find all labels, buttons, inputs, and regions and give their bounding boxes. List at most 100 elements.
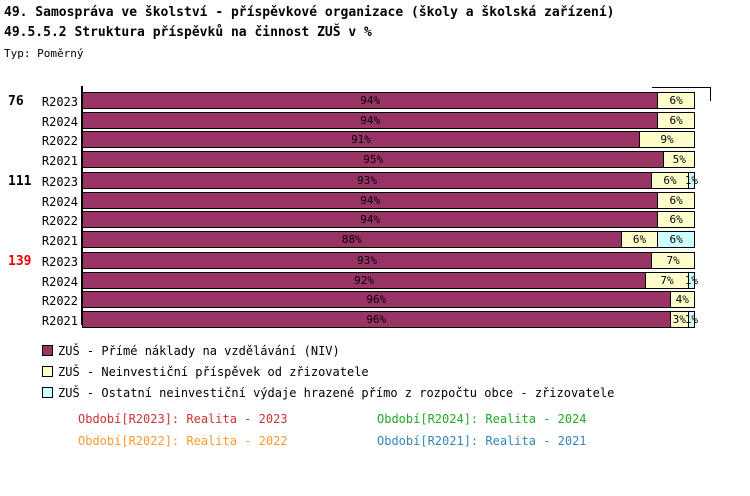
legend-label: ZUŠ - Ostatní neinvestiční výdaje hrazen… <box>58 386 615 400</box>
bar-segment-value: 88% <box>341 233 362 246</box>
bar-segment: 7% <box>645 273 688 288</box>
bar-segment: 92% <box>83 273 646 288</box>
bar-row: 95% 5% <box>82 151 695 168</box>
bar-segment: 5% <box>663 152 694 167</box>
bar-segment: 6% <box>651 173 688 188</box>
bar-row: 93% 6% 1% <box>82 172 698 189</box>
bar-segment-value: 4% <box>675 293 689 306</box>
bar-segment-value: 6% <box>669 213 683 226</box>
bar-segment-value: 92% <box>354 274 374 287</box>
bar-segment-value: 94% <box>360 114 381 127</box>
bar-segment: 7% <box>651 253 694 268</box>
bar-segment: 3% <box>669 312 688 327</box>
bar-segment-value: 7% <box>666 254 680 267</box>
bar-row: 94% 6% <box>82 112 695 129</box>
row-label: R2023 <box>41 175 78 189</box>
row-label: R2023 <box>41 95 78 109</box>
bar-segment: 94% <box>83 93 658 108</box>
group-label: 111 <box>8 174 32 189</box>
bar-segment: 91% <box>83 132 639 147</box>
period-annotation: Období[R2022]: Realita - 2022 <box>78 434 288 448</box>
chart-type-label: Typ: Poměrný <box>4 47 84 60</box>
chart: 76 R2023 94% 6% R2024 94% 6% R2022 91% 9% R2021 95%… <box>8 86 711 328</box>
row-label: R2021 <box>41 154 78 168</box>
group-label: 139 <box>8 254 32 269</box>
legend-swatch-icon <box>42 387 53 398</box>
bar-segment-value: 94% <box>360 194 381 207</box>
bar-segment-value: 91% <box>351 133 371 146</box>
bar-segment-value: 94% <box>360 94 381 107</box>
bar-row: 92% 7% 1% <box>82 272 698 289</box>
bar-row: 96% 3% 1% <box>82 311 698 328</box>
bar-segment: 9% <box>639 132 694 147</box>
bar-segment: 93% <box>83 253 652 268</box>
row-label: R2024 <box>41 115 78 129</box>
bar-segment-value: 6% <box>669 233 683 246</box>
bar-segment-value: 5% <box>672 153 686 166</box>
period-annotation: Období[R2021]: Realita - 2021 <box>377 434 587 448</box>
bar-row: 94% 6% <box>82 192 695 209</box>
bar-segment-value: 1% <box>684 274 699 287</box>
legend-swatch-icon <box>42 366 53 377</box>
bar-segment: 6% <box>657 93 694 108</box>
bar-row: 96% 4% <box>82 291 695 308</box>
legend-label: ZUŠ - Neinvestiční příspěvek od zřizovat… <box>58 365 369 379</box>
bar-segment-value: 6% <box>632 233 647 246</box>
bar-segment-value: 1% <box>684 174 699 187</box>
period-annotation: Období[R2023]: Realita - 2023 <box>78 412 288 426</box>
bar-segment-value: 7% <box>660 274 674 287</box>
row-label: R2022 <box>41 214 78 228</box>
bar-row: 88% 6% 6% <box>82 231 695 248</box>
bar-segment-value: 1% <box>684 313 699 326</box>
bar-segment: 1% <box>685 173 698 188</box>
row-label: R2021 <box>41 234 78 248</box>
row-label: R2022 <box>41 294 78 308</box>
row-label: R2022 <box>41 134 78 148</box>
bar-segment: 94% <box>83 193 658 208</box>
bar-segment: 4% <box>669 292 694 307</box>
bar-segment-value: 94% <box>360 213 381 226</box>
row-label: R2024 <box>41 275 78 289</box>
bar-segment-value: 6% <box>669 114 683 127</box>
bar-segment: 95% <box>83 152 664 167</box>
bar-segment-value: 96% <box>366 313 387 326</box>
bar-segment-value: 96% <box>366 293 387 306</box>
bar-row: 91% 9% <box>82 131 695 148</box>
bar-segment: 6% <box>657 113 694 128</box>
chart-top-tick <box>652 87 711 88</box>
bar-segment: 93% <box>83 173 652 188</box>
bar-segment: 1% <box>685 312 698 327</box>
bar-segment-value: 6% <box>669 94 683 107</box>
legend-label: ZUŠ - Přímé náklady na vzdělávání (NIV) <box>58 344 340 358</box>
legend-swatch-icon <box>42 345 53 356</box>
bar-segment-value: 3% <box>672 313 686 326</box>
bar-segment: 94% <box>83 212 658 227</box>
row-label: R2023 <box>41 255 78 269</box>
group-label: 76 <box>8 94 24 109</box>
chart-top-tick-end <box>710 87 711 101</box>
bar-row: 94% 6% <box>82 92 695 109</box>
bar-segment-value: 93% <box>357 174 378 187</box>
bar-segment: 6% <box>620 232 658 247</box>
page-title: 49. Samospráva ve školství - příspěvkové… <box>4 5 615 20</box>
bar-segment-value: 6% <box>669 194 683 207</box>
row-label: R2021 <box>41 314 78 328</box>
bar-segment: 6% <box>657 232 694 247</box>
bar-segment: 88% <box>83 232 621 247</box>
bar-segment: 6% <box>657 212 694 227</box>
row-label: R2024 <box>41 195 78 209</box>
bar-segment: 96% <box>83 312 670 327</box>
bar-segment-value: 93% <box>357 254 378 267</box>
page-subtitle: 49.5.5.2 Struktura příspěvků na činnost … <box>4 25 372 40</box>
bar-segment: 1% <box>685 273 698 288</box>
bar-segment-value: 95% <box>363 153 384 166</box>
bar-segment: 94% <box>83 113 658 128</box>
period-annotation: Období[R2024]: Realita - 2024 <box>377 412 587 426</box>
bar-segment: 6% <box>657 193 694 208</box>
bar-segment-value: 6% <box>663 174 677 187</box>
bar-segment-value: 9% <box>660 133 674 146</box>
bar-row: 93% 7% <box>82 252 695 269</box>
bar-segment: 96% <box>83 292 670 307</box>
bar-row: 94% 6% <box>82 211 695 228</box>
